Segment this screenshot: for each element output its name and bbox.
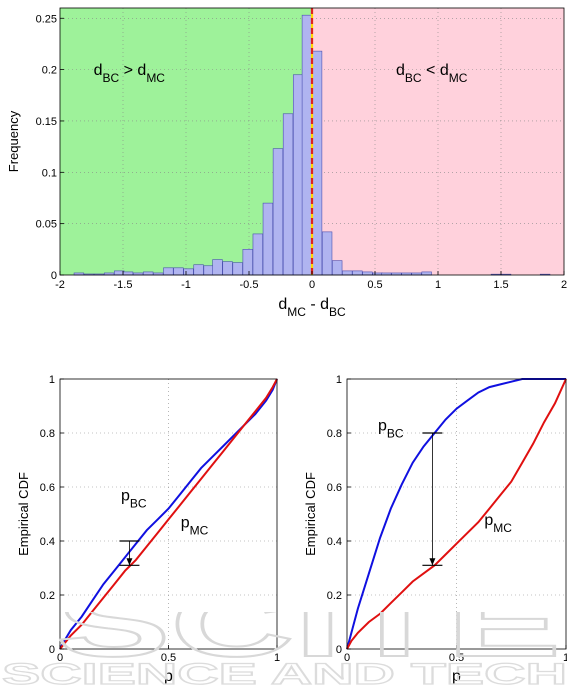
bar-29: [362, 271, 373, 276]
difference-marker-arrowhead: [126, 558, 133, 566]
y-tick-label: 0.15: [36, 116, 57, 128]
bar-23: [301, 14, 313, 276]
bar-26: [332, 260, 343, 276]
y-axis-label: Empirical CDF: [16, 472, 31, 556]
region-right-label: dBC < dMC: [396, 62, 468, 85]
bar-27: [342, 270, 353, 276]
bar-19: [262, 202, 274, 276]
x-tick-label: 0: [309, 279, 315, 291]
y-axis-label: Frequency: [6, 110, 21, 172]
bar-24: [311, 50, 323, 276]
bar-20: [272, 148, 284, 276]
bar-12: [193, 264, 204, 276]
x-tick-label: -1.5: [114, 279, 133, 291]
y-tick-label: 0.05: [36, 219, 57, 231]
x-tick-label: 2: [561, 279, 567, 291]
x-tick-label: 0.5: [449, 652, 464, 664]
series-label-mc: pMC: [484, 512, 512, 535]
y-tick-label: 0.2: [42, 65, 57, 77]
series-label-mc: pMC: [181, 515, 209, 538]
y-tick-label: 0.6: [327, 482, 342, 494]
x-tick-label: 1: [435, 279, 441, 291]
bar-35: [421, 271, 432, 276]
series-label-bc: pBC: [121, 488, 147, 511]
x-tick-label: 1.5: [493, 279, 508, 291]
cdf-line-mc: [346, 378, 567, 650]
bar-10: [173, 267, 184, 276]
bar-22: [292, 74, 304, 276]
x-tick-label: 1: [274, 652, 280, 664]
region-left-label: dBC > dMC: [94, 62, 166, 85]
bar-9: [163, 267, 174, 276]
difference-marker-arrowhead: [429, 558, 436, 566]
x-tick-label: 0: [344, 652, 350, 664]
x-axis-label: p: [164, 668, 173, 685]
y-tick-label: 0: [49, 644, 55, 656]
x-axis-label: dMC - dBC: [278, 296, 346, 319]
x-tick-label: 0: [57, 652, 63, 664]
bar-18: [252, 233, 263, 276]
bar-14: [212, 259, 223, 276]
x-tick-label: 0.5: [161, 652, 176, 664]
y-tick-label: 0.6: [40, 482, 55, 494]
y-tick-label: 0.25: [36, 13, 57, 25]
bar-25: [321, 231, 333, 276]
bar-15: [222, 261, 233, 276]
bar-7: [143, 271, 154, 276]
x-tick-label: -0.5: [240, 279, 259, 291]
bar-21: [282, 113, 294, 276]
y-tick-label: 0.2: [327, 590, 342, 602]
bar-11: [183, 268, 194, 276]
x-tick-label: -1: [181, 279, 191, 291]
bar-5: [122, 271, 134, 276]
y-axis-label: Empirical CDF: [303, 472, 318, 556]
x-tick-label: -2: [55, 279, 65, 291]
y-tick-label: 0.4: [40, 536, 55, 548]
bar-13: [203, 265, 214, 276]
cdf-line-bc: [346, 378, 566, 650]
cdf-line-mc: [59, 378, 278, 650]
y-tick-label: 0.4: [327, 536, 342, 548]
y-tick-label: 0: [51, 270, 57, 282]
bar-28: [352, 270, 363, 276]
series-label-bc: pBC: [378, 417, 404, 440]
y-tick-label: 1: [49, 374, 55, 386]
bar-17: [242, 249, 253, 276]
y-tick-label: 1: [336, 374, 342, 386]
y-tick-label: 0.8: [40, 428, 55, 440]
y-tick-label: 0.2: [40, 590, 55, 602]
x-tick-label: 1: [563, 652, 567, 664]
y-tick-label: 0: [336, 644, 342, 656]
y-tick-label: 0.1: [42, 167, 57, 179]
y-tick-label: 0.8: [327, 428, 342, 440]
bar-16: [232, 262, 243, 276]
x-axis-label: p: [452, 668, 461, 685]
x-tick-label: 0.5: [367, 279, 382, 291]
